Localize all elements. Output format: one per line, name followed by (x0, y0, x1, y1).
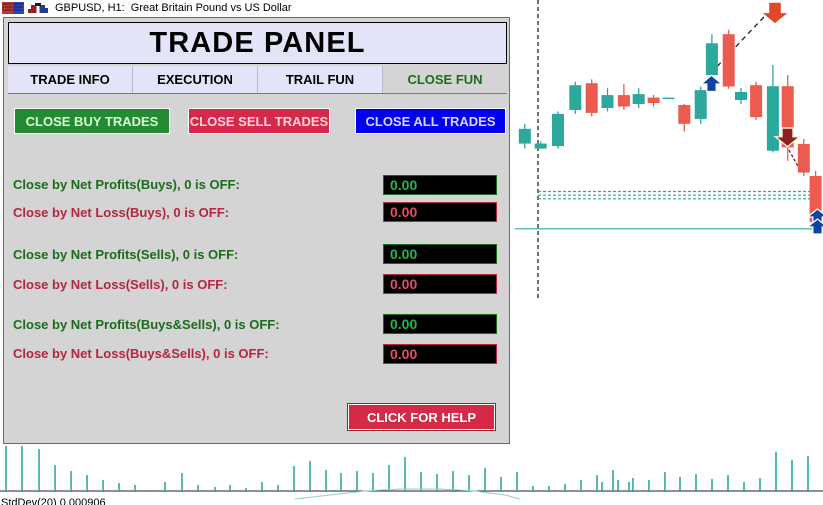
svg-text:StdDev(20) 0.000906: StdDev(20) 0.000906 (1, 497, 106, 505)
